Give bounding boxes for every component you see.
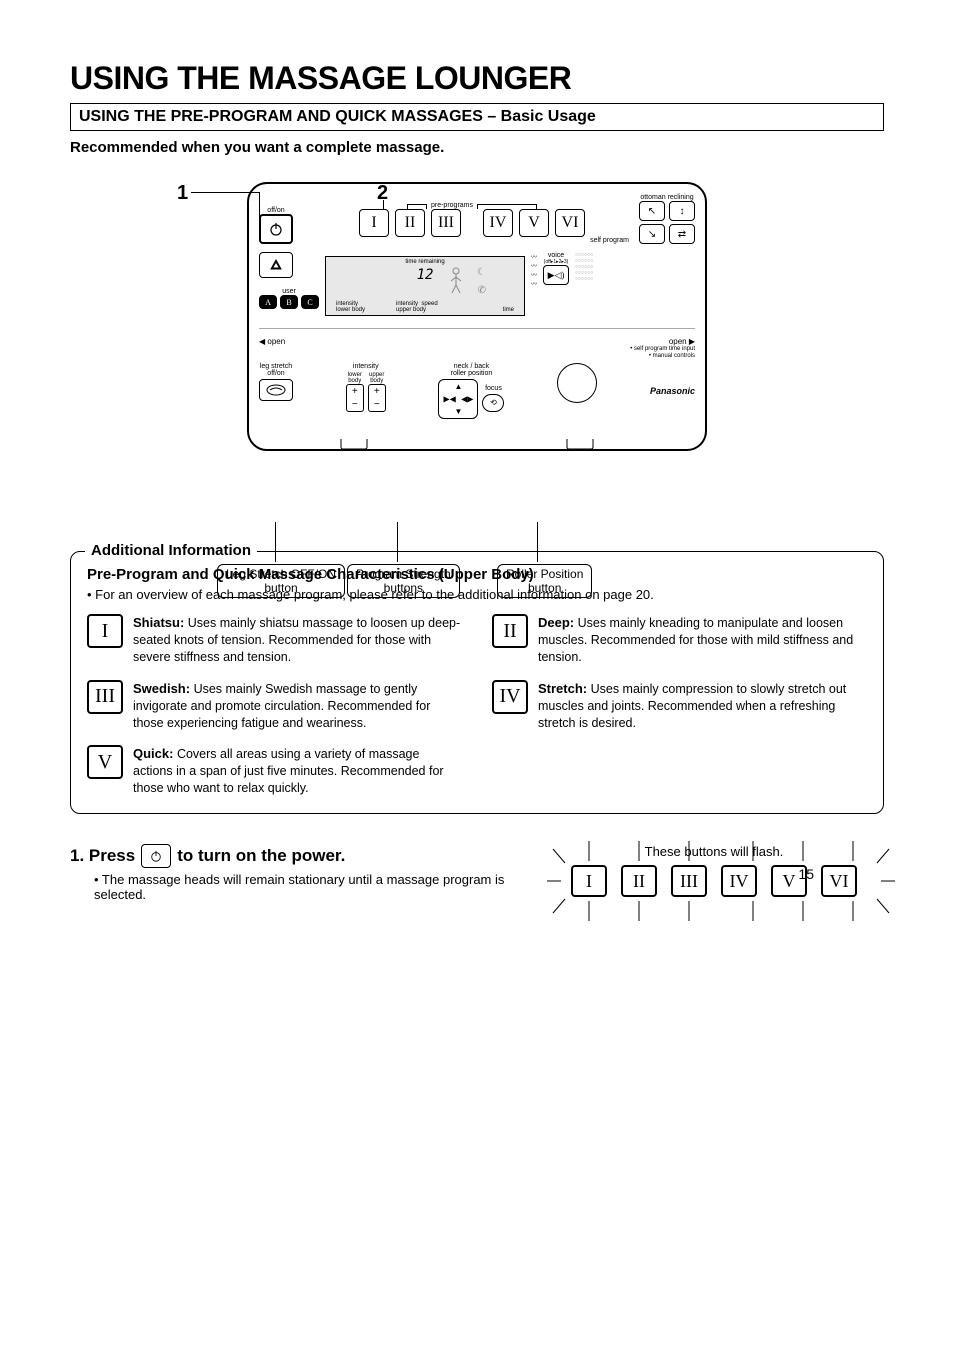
ottoman-label: ottoman reclining xyxy=(639,194,695,201)
info-legend: Additional Information xyxy=(85,542,257,559)
voice-button[interactable]: ▶◁) xyxy=(543,265,569,285)
remote-diagram: 1 2 off/on pre-programs I II xyxy=(207,182,747,511)
user-label: user xyxy=(259,288,319,295)
intensity-label: intensity xyxy=(346,363,386,370)
roller-dpad[interactable]: ▲ ▼ ▶◀ ◀▶ xyxy=(438,379,478,419)
program-VI-button[interactable]: VI xyxy=(555,209,585,237)
flash-buttons-row: I II III IV V VI xyxy=(571,865,857,897)
flash-btn-I: I xyxy=(571,865,607,897)
flat-button[interactable]: ⇄ xyxy=(669,224,695,244)
flash-btn-II: II xyxy=(621,865,657,897)
voice-label: voice xyxy=(543,252,569,259)
info-heading: Pre-Program and Quick Massage Characteri… xyxy=(87,566,867,583)
program-II-button[interactable]: II xyxy=(395,209,425,237)
program-item-II: II Deep: Uses mainly kneading to manipul… xyxy=(492,614,867,666)
brand-logo: Panasonic xyxy=(650,386,695,396)
flash-label: These buttons will flash. xyxy=(544,844,884,859)
power-button[interactable] xyxy=(259,214,293,244)
ottoman-down-button[interactable]: ↘ xyxy=(639,224,665,244)
off-on-label: off/on xyxy=(259,207,293,214)
program-I-button[interactable]: I xyxy=(359,209,389,237)
info-note: • For an overview of each massage progra… xyxy=(87,587,867,602)
program-item-IV: IV Stretch: Uses mainly compression to s… xyxy=(492,680,867,732)
recline-button[interactable]: ↕ xyxy=(669,201,695,221)
leg-stretch-button[interactable] xyxy=(259,379,293,401)
ottoman-up-button[interactable]: ↖ xyxy=(639,201,665,221)
stop-button[interactable] xyxy=(259,252,293,278)
program-item-I: I Shiatsu: Uses mainly shiatsu massage t… xyxy=(87,614,462,666)
power-icon-inline xyxy=(141,844,171,868)
page-number: 15 xyxy=(798,866,814,882)
step-1-bullet: • The massage heads will remain stationa… xyxy=(94,872,524,902)
page-title: USING THE MASSAGE LOUNGER xyxy=(70,60,884,97)
leg-stretch-label: leg stretch off/on xyxy=(259,363,293,377)
intensity-lower-button[interactable]: +− xyxy=(346,384,364,412)
focus-button[interactable]: ⟲ xyxy=(482,394,504,412)
flash-btn-VI: VI xyxy=(821,865,857,897)
recommend-text: Recommended when you want a complete mas… xyxy=(70,139,884,156)
program-icon-IV: IV xyxy=(492,680,528,714)
program-item-III: III Swedish: Uses mainly Swedish massage… xyxy=(87,680,462,732)
flash-btn-III: III xyxy=(671,865,707,897)
program-icon-III: III xyxy=(87,680,123,714)
intensity-upper-button[interactable]: +− xyxy=(368,384,386,412)
user-b-button[interactable]: B xyxy=(280,295,298,309)
open-left-label: ◀ open xyxy=(259,337,285,346)
program-III-button[interactable]: III xyxy=(431,209,461,237)
open-right-label: open ▶ xyxy=(669,337,695,346)
program-item-V: V Quick: Covers all areas using a variet… xyxy=(87,745,462,797)
self-program-label: self program xyxy=(590,237,629,244)
jog-dial[interactable] xyxy=(557,363,597,403)
program-icon-I: I xyxy=(87,614,123,648)
subtitle-box: USING THE PRE-PROGRAM AND QUICK MASSAGES… xyxy=(70,103,884,131)
roller-label: neck / back roller position xyxy=(438,363,504,377)
preprograms-label: pre-programs xyxy=(431,202,473,209)
additional-info-box: Additional Information Pre-Program and Q… xyxy=(70,551,884,814)
program-icon-II: II xyxy=(492,614,528,648)
flash-btn-IV: IV xyxy=(721,865,757,897)
step-1-section: 1. Press to turn on the power. • The mas… xyxy=(70,844,884,902)
step-1-title: 1. Press to turn on the power. xyxy=(70,844,524,868)
subtitle: USING THE PRE-PROGRAM AND QUICK MASSAGES… xyxy=(79,108,875,126)
display-screen: time remaining 12 ☾ ✆ intensity lower bo… xyxy=(325,256,525,316)
program-V-button[interactable]: V xyxy=(519,209,549,237)
user-c-button[interactable]: C xyxy=(301,295,319,309)
user-a-button[interactable]: A xyxy=(259,295,277,309)
program-icon-V: V xyxy=(87,745,123,779)
programs-grid: I Shiatsu: Uses mainly shiatsu massage t… xyxy=(87,614,867,797)
program-IV-button[interactable]: IV xyxy=(483,209,513,237)
remote-body: off/on pre-programs I II III IV xyxy=(247,182,707,451)
step-1-label: 1 xyxy=(177,182,188,205)
